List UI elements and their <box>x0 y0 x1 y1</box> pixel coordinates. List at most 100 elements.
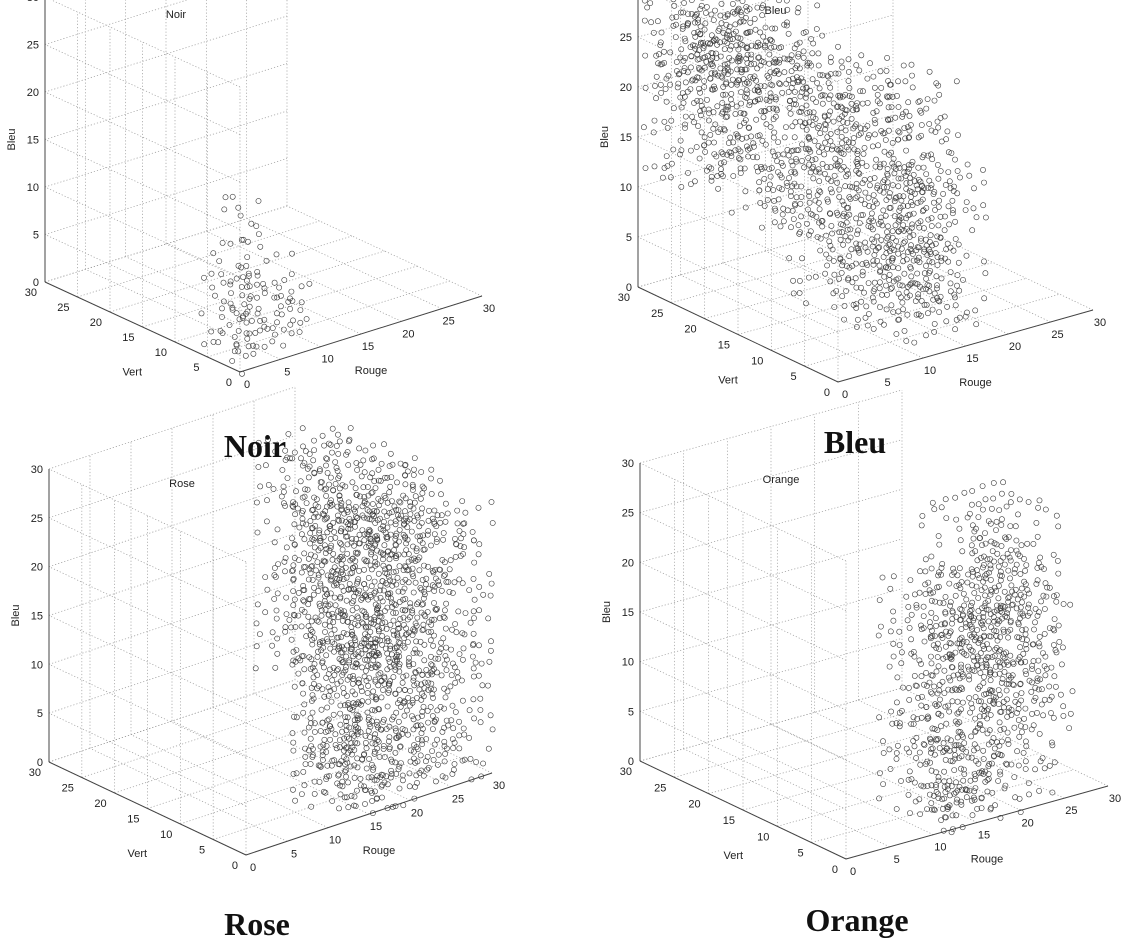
data-point <box>1043 654 1048 659</box>
data-point <box>933 599 938 604</box>
data-point <box>980 507 985 512</box>
data-point <box>937 697 942 702</box>
data-point <box>991 559 996 564</box>
data-point <box>955 699 960 704</box>
tick-label-bleu: 25 <box>622 508 634 520</box>
data-point <box>1008 524 1013 529</box>
data-point <box>1061 601 1066 606</box>
data-point <box>1039 702 1044 707</box>
data-point <box>929 801 934 806</box>
data-point <box>894 750 899 755</box>
data-point <box>958 766 963 771</box>
data-point <box>1019 730 1024 735</box>
data-point <box>1034 520 1039 525</box>
data-point <box>1029 711 1034 716</box>
data-point <box>917 750 922 755</box>
data-point <box>1005 607 1010 612</box>
tick-label-vert: 10 <box>757 831 769 843</box>
data-point <box>999 522 1004 527</box>
data-point <box>1006 635 1011 640</box>
data-point <box>1037 731 1042 736</box>
data-point <box>936 775 941 780</box>
data-point <box>983 497 988 502</box>
data-point <box>944 721 949 726</box>
scatter-points <box>876 480 1075 835</box>
data-point <box>948 678 953 683</box>
data-point <box>999 517 1004 522</box>
data-point <box>1006 595 1011 600</box>
data-point <box>965 664 970 669</box>
data-point <box>1051 642 1056 647</box>
data-point <box>990 549 995 554</box>
data-point <box>929 661 934 666</box>
data-point <box>970 488 975 493</box>
data-point <box>1033 767 1038 772</box>
data-point <box>970 600 975 605</box>
data-point <box>888 586 893 591</box>
data-point <box>881 782 886 787</box>
data-point <box>898 778 903 783</box>
data-point <box>894 806 899 811</box>
data-point <box>907 625 912 630</box>
data-point <box>918 762 923 767</box>
data-point <box>962 490 967 495</box>
data-point <box>1018 645 1023 650</box>
data-point <box>1061 713 1066 718</box>
data-point <box>964 795 969 800</box>
data-point <box>1026 605 1031 610</box>
data-point <box>992 803 997 808</box>
data-point <box>906 685 911 690</box>
data-point <box>1033 606 1038 611</box>
data-point <box>1067 726 1072 731</box>
data-point <box>962 741 967 746</box>
data-point <box>995 551 1000 556</box>
data-point <box>972 590 977 595</box>
data-point <box>988 678 993 683</box>
data-point <box>1010 660 1015 665</box>
data-point <box>925 783 930 788</box>
data-point <box>1019 586 1024 591</box>
data-point <box>975 572 980 577</box>
data-point <box>1031 658 1036 663</box>
data-point <box>1058 692 1063 697</box>
data-point <box>1042 606 1047 611</box>
tick-label-vert: 0 <box>832 864 838 876</box>
data-point <box>948 600 953 605</box>
data-point <box>888 766 893 771</box>
data-point <box>953 593 958 598</box>
data-point <box>1043 673 1048 678</box>
data-point <box>1036 641 1041 646</box>
data-point <box>1030 663 1035 668</box>
data-point <box>940 679 945 684</box>
data-point <box>926 580 931 585</box>
data-point <box>1015 749 1020 754</box>
data-point <box>1002 589 1007 594</box>
data-point <box>996 596 1001 601</box>
data-point <box>899 661 904 666</box>
data-point <box>1032 698 1037 703</box>
data-point <box>1019 691 1024 696</box>
data-point <box>936 664 941 669</box>
data-point <box>950 699 955 704</box>
tick-label-vert: 20 <box>688 799 700 811</box>
data-point <box>957 566 962 571</box>
data-point <box>1013 795 1018 800</box>
data-point <box>959 802 964 807</box>
data-point <box>976 502 981 507</box>
data-point <box>981 756 986 761</box>
data-point <box>1054 599 1059 604</box>
data-point <box>919 627 924 632</box>
data-point <box>944 516 949 521</box>
data-point <box>1027 610 1032 615</box>
data-point <box>1037 634 1042 639</box>
data-point <box>924 683 929 688</box>
data-point <box>937 688 942 693</box>
data-point <box>958 538 963 543</box>
data-point <box>1044 594 1049 599</box>
data-point <box>970 523 975 528</box>
data-point <box>941 828 946 833</box>
data-point <box>1056 571 1061 576</box>
axis-vert <box>640 761 846 859</box>
data-point <box>1051 594 1056 599</box>
data-point <box>988 577 993 582</box>
